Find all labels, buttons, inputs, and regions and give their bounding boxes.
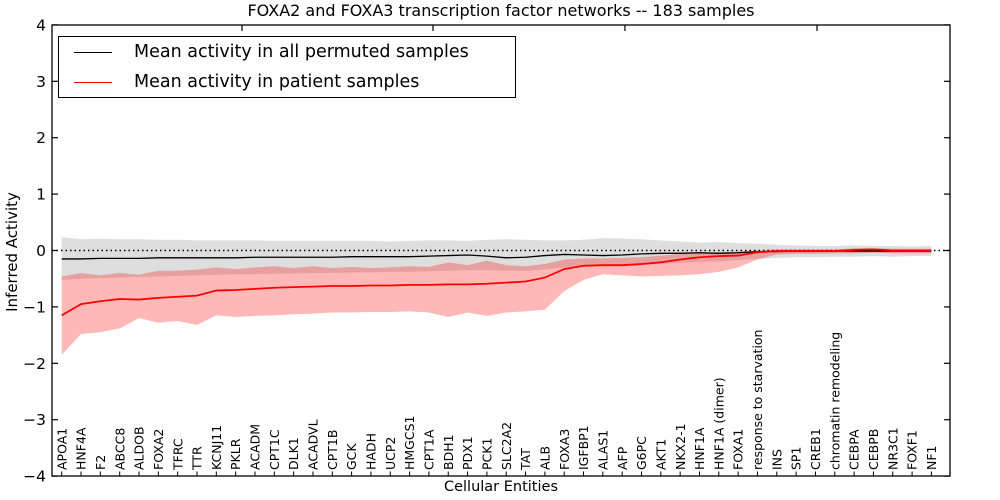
x-tick-label: FOXF1 (905, 430, 920, 470)
chart-title: FOXA2 and FOXA3 transcription factor net… (247, 1, 755, 20)
x-tick-label: ALAS1 (595, 430, 610, 470)
y-tick-label: −1 (23, 298, 46, 316)
x-tick-label: GCK (344, 443, 359, 470)
x-tick-label: ALB (537, 446, 552, 470)
y-tick-label: 3 (36, 73, 46, 91)
x-tick-label: PCK1 (479, 438, 494, 470)
x-tick-label: DLK1 (286, 437, 301, 470)
legend: Mean activity in all permuted samples Me… (58, 36, 516, 98)
x-tick-label: F2 (93, 455, 108, 470)
x-tick-label: PKLR (228, 438, 243, 470)
x-tick-label: AFP (615, 446, 630, 470)
x-tick-label: CPT1C (267, 429, 282, 470)
x-tick-label: CREB1 (808, 428, 823, 470)
x-tick-label: CEBPA (847, 429, 862, 470)
x-tick-label: ALDOB (132, 426, 147, 470)
x-tick-label: CPT1B (325, 430, 340, 470)
x-tick-label: chromatin remodeling (827, 332, 842, 470)
x-tick-label: HMGCS1 (402, 416, 417, 471)
x-tick-label: ACADVL (306, 419, 321, 470)
x-tick-label: NKX2-1 (673, 423, 688, 470)
x-tick-label: UCP2 (383, 437, 398, 470)
x-tick-label: APOA1 (54, 428, 69, 470)
x-tick-label: TTR (190, 446, 205, 471)
x-tick-label: FOXA1 (731, 429, 746, 470)
legend-entry-patient: Mean activity in patient samples (59, 69, 515, 96)
legend-line-red-icon (74, 81, 112, 83)
x-tick-label: HNF4A (74, 427, 89, 470)
x-tick-label: NR3C1 (885, 427, 900, 470)
y-tick-label: 2 (36, 129, 46, 147)
y-tick-label: −2 (23, 355, 46, 373)
y-tick-label: −3 (23, 411, 46, 429)
x-tick-label: response to starvation (750, 330, 765, 471)
x-tick-label: HNF1A (dimer) (711, 377, 726, 470)
y-tick-label: 0 (36, 242, 46, 260)
x-tick-label: BDH1 (441, 434, 456, 470)
y-tick-label: −4 (23, 468, 46, 486)
y-tick-label: 4 (36, 16, 46, 34)
x-tick-label: TAT (518, 448, 533, 471)
legend-label-permuted: Mean activity in all permuted samples (134, 42, 469, 62)
legend-entry-permuted: Mean activity in all permuted samples (59, 39, 515, 66)
x-tick-label: CPT1A (422, 429, 437, 470)
x-tick-label: ACADM (248, 424, 263, 470)
x-tick-label: HADH (364, 433, 379, 470)
x-tick-label: ABCC8 (112, 428, 127, 470)
x-tick-label: PDX1 (460, 436, 475, 470)
x-tick-label: SLC2A2 (499, 422, 514, 470)
legend-label-patient: Mean activity in patient samples (134, 72, 420, 92)
x-tick-label: HNF1A (692, 427, 707, 470)
x-tick-label: FOXA3 (557, 429, 572, 470)
x-tick-label: AKT1 (653, 439, 668, 470)
x-tick-label: INS (769, 449, 784, 470)
x-tick-label: NF1 (924, 446, 939, 471)
x-tick-label: SP1 (789, 447, 804, 470)
x-axis-label: Cellular Entities (443, 479, 559, 495)
x-tick-label: TFRC (170, 438, 185, 471)
x-tick-label: FOXA2 (151, 429, 166, 470)
x-tick-label: G6PC (634, 436, 649, 470)
y-tick-label: 1 (36, 186, 46, 204)
legend-line-black-icon (74, 51, 112, 53)
x-tick-label: IGFBP1 (576, 425, 591, 470)
x-tick-label: KCNJ11 (209, 425, 224, 470)
x-tick-label: CEBPB (866, 429, 881, 470)
